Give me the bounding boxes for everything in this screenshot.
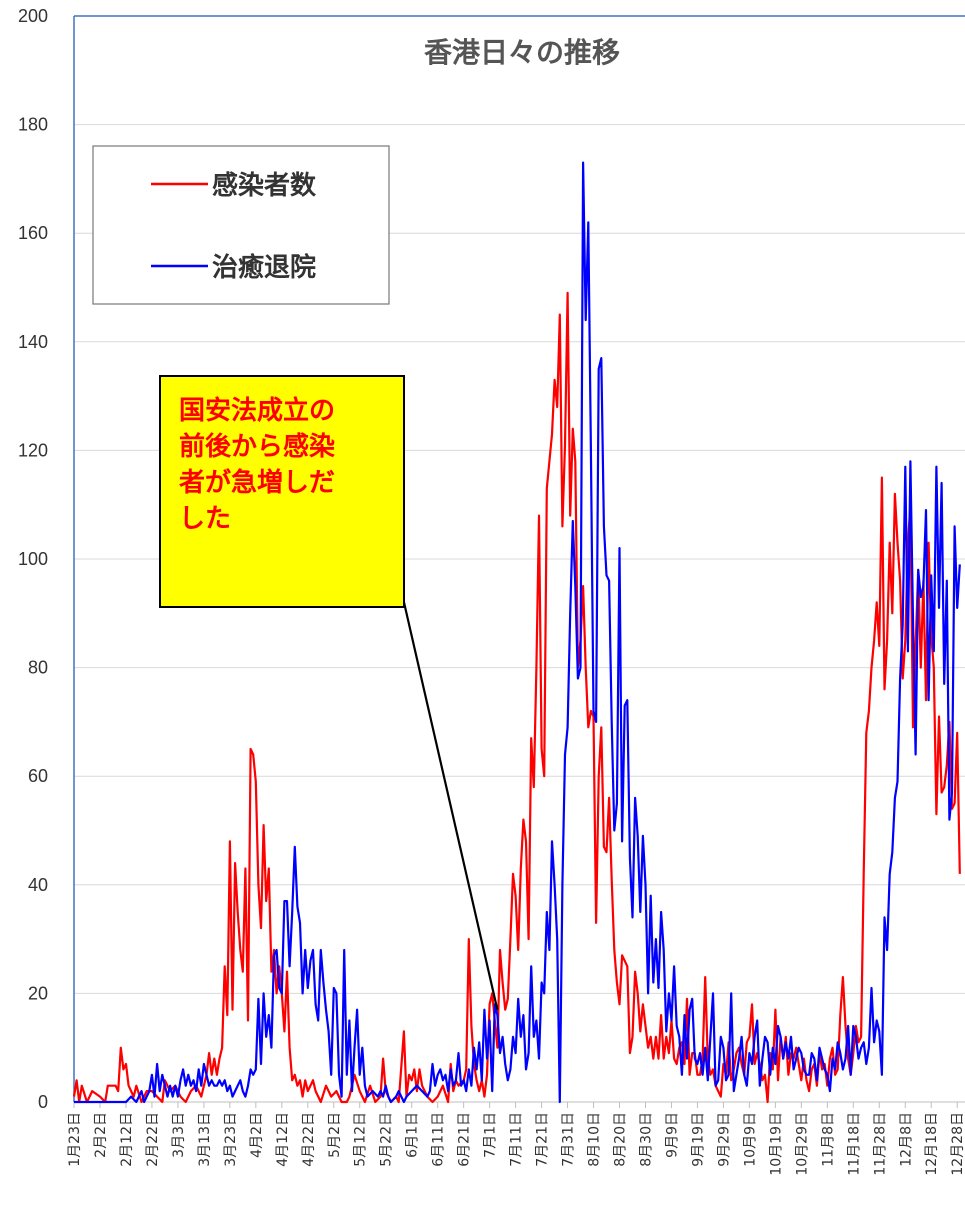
- y-tick-label: 140: [18, 332, 48, 352]
- x-tick-label: 4月22日: [301, 1112, 317, 1167]
- callout-box: [159, 375, 405, 608]
- series-line-infections: [72, 291, 961, 1104]
- callout-line-4: した: [179, 504, 231, 534]
- x-tick-label: 11月28日: [872, 1112, 888, 1176]
- y-tick-label: 40: [28, 875, 48, 895]
- series-line-recovered: [74, 161, 961, 1104]
- x-axis-ticks: 1月23日 2月2日 2月12日 2月22日 3月3日 3月13日 3月23日 4月2日 4月1…: [67, 1102, 965, 1176]
- x-tick-label: 2月12日: [119, 1112, 135, 1167]
- x-tick-label: 3月23日: [223, 1112, 239, 1167]
- x-tick-label: 2月22日: [145, 1112, 161, 1167]
- y-tick-label: 120: [18, 440, 48, 460]
- x-tick-label: 5月2日: [327, 1112, 343, 1158]
- series-lines: [72, 161, 961, 1104]
- x-tick-label: 7月21日: [535, 1112, 551, 1167]
- x-tick-label: 11月18日: [846, 1112, 862, 1176]
- x-tick-label: 8月30日: [638, 1112, 654, 1167]
- x-tick-label: 5月12日: [353, 1112, 369, 1167]
- x-tick-label: 5月22日: [379, 1112, 395, 1167]
- y-tick-label: 180: [18, 115, 48, 135]
- x-tick-label: 8月20日: [613, 1112, 629, 1167]
- legend-box: [92, 145, 390, 305]
- x-tick-label: 3月13日: [197, 1112, 213, 1167]
- y-axis-ticks: 0 20 40 60 80 100 120 140 160 180 200: [18, 6, 48, 1112]
- x-tick-label: 10月29日: [794, 1112, 810, 1176]
- x-tick-label: 1月23日: [67, 1112, 83, 1167]
- x-tick-label: 2月2日: [93, 1112, 109, 1158]
- x-tick-label: 12月18日: [924, 1112, 940, 1176]
- x-tick-label: 4月2日: [249, 1112, 265, 1158]
- x-tick-label: 7月11日: [509, 1112, 525, 1167]
- x-tick-label: 6月1日: [405, 1112, 421, 1158]
- x-tick-label: 10月9日: [742, 1112, 758, 1167]
- x-tick-label: 9月29日: [716, 1112, 732, 1167]
- x-tick-label: 7月1日: [483, 1112, 499, 1158]
- x-tick-label: 10月19日: [768, 1112, 784, 1176]
- callout-line-3: 者が急増しだ: [179, 467, 335, 498]
- callout-line-2: 前後から感染: [179, 431, 335, 462]
- x-tick-label: 12月28日: [950, 1112, 965, 1176]
- y-tick-label: 160: [18, 223, 48, 243]
- y-tick-label: 0: [38, 1092, 48, 1112]
- y-tick-label: 100: [18, 549, 48, 569]
- annotation-callout: 国安法成立の 前後から感染 者が急増しだ した: [159, 375, 499, 1010]
- axes: [73, 15, 965, 1103]
- x-tick-label: 6月21日: [457, 1112, 473, 1167]
- x-tick-label: 12月8日: [898, 1112, 914, 1167]
- x-tick-label: 8月10日: [587, 1112, 603, 1167]
- legend-label-recovered: 治癒退院: [212, 252, 316, 283]
- callout-line-1: 国安法成立の: [179, 395, 335, 426]
- legend: 感染者数 治癒退院: [92, 145, 390, 305]
- chart-title: 香港日々の推移: [424, 36, 620, 69]
- x-tick-label: 9月9日: [664, 1112, 680, 1158]
- x-tick-label: 4月12日: [275, 1112, 291, 1167]
- callout-pointer-line: [401, 597, 499, 1010]
- y-tick-label: 200: [18, 6, 48, 26]
- x-tick-label: 9月19日: [690, 1112, 706, 1167]
- x-tick-label: 6月11日: [431, 1112, 447, 1167]
- x-tick-label: 3月3日: [171, 1112, 187, 1158]
- legend-label-infections: 感染者数: [212, 171, 317, 201]
- y-tick-label: 20: [28, 983, 48, 1003]
- y-tick-label: 80: [28, 658, 48, 678]
- x-tick-label: 7月31日: [561, 1112, 577, 1167]
- y-tick-label: 60: [28, 766, 48, 786]
- x-tick-label: 11月8日: [820, 1112, 836, 1167]
